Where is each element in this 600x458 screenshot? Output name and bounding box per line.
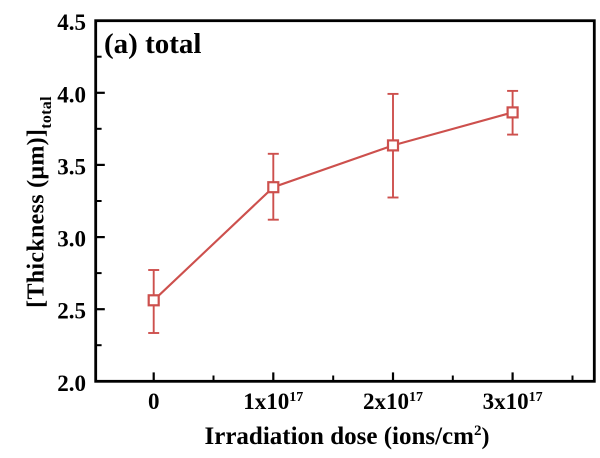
svg-text:4.5: 4.5 bbox=[57, 10, 86, 35]
svg-text:3x1017: 3x1017 bbox=[483, 389, 543, 414]
svg-text:0: 0 bbox=[148, 389, 160, 414]
svg-text:2.0: 2.0 bbox=[57, 371, 86, 396]
svg-text:(a) total: (a) total bbox=[104, 28, 201, 60]
svg-text:Irradiation dose (ions/cm2): Irradiation dose (ions/cm2) bbox=[205, 423, 490, 450]
svg-text:3.5: 3.5 bbox=[57, 154, 86, 179]
svg-text:3.0: 3.0 bbox=[57, 227, 86, 252]
svg-text:4.0: 4.0 bbox=[57, 82, 86, 107]
svg-text:2.5: 2.5 bbox=[57, 299, 86, 324]
